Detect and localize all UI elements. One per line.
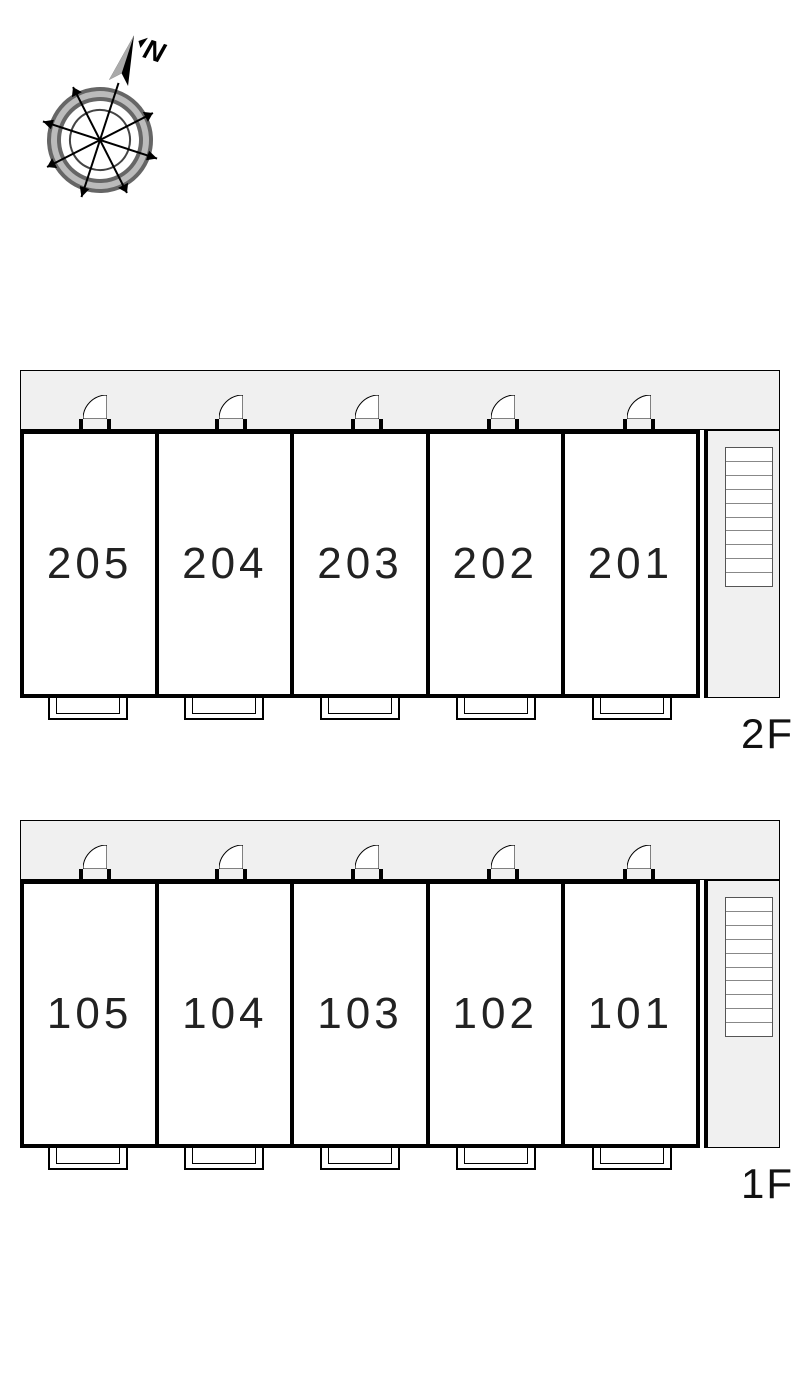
balcony-icon [48, 1148, 128, 1170]
door-icon [215, 389, 271, 429]
floor-label-1f: 1F [741, 1160, 794, 1208]
stair-treads-icon [725, 447, 773, 587]
stairs-2f [704, 430, 780, 698]
stair-tread [726, 504, 772, 518]
floor-label-2f: 2F [741, 710, 794, 758]
floorplan-canvas: N 205 204 203 202 201 2F 105 104 103 102… [0, 0, 800, 1373]
balcony-icon [456, 698, 536, 720]
floor-2f: 205 204 203 202 201 [20, 370, 780, 726]
stair-tread [726, 518, 772, 532]
balcony-icon [48, 698, 128, 720]
compass-north-label: N [140, 33, 170, 69]
room-label: 203 [317, 539, 402, 589]
corridor-2f [20, 370, 780, 430]
room-201: 201 [565, 434, 696, 694]
door-icon [79, 389, 135, 429]
balconies-1f [20, 1148, 700, 1176]
balcony-icon [184, 1148, 264, 1170]
stair-treads-icon [725, 897, 773, 1037]
door-icon [351, 389, 407, 429]
room-label: 201 [588, 539, 673, 589]
room-202: 202 [430, 434, 565, 694]
stair-tread [726, 1023, 772, 1036]
balcony-icon [320, 698, 400, 720]
stair-tread [726, 448, 772, 462]
room-label: 205 [47, 539, 132, 589]
door-icon [623, 389, 679, 429]
stair-tread [726, 981, 772, 995]
stair-tread [726, 898, 772, 912]
stair-tread [726, 968, 772, 982]
room-204: 204 [159, 434, 294, 694]
stair-tread [726, 545, 772, 559]
balcony-icon [320, 1148, 400, 1170]
room-203: 203 [294, 434, 429, 694]
room-label: 202 [453, 539, 538, 589]
stair-tread [726, 462, 772, 476]
door-icon [79, 839, 135, 879]
room-label: 101 [588, 989, 673, 1039]
stair-tread [726, 1009, 772, 1023]
stair-tread [726, 573, 772, 586]
room-label: 104 [182, 989, 267, 1039]
stairs-1f [704, 880, 780, 1148]
stair-tread [726, 559, 772, 573]
room-104: 104 [159, 884, 294, 1144]
stair-tread [726, 531, 772, 545]
compass-icon: N [20, 20, 180, 220]
stair-tread [726, 954, 772, 968]
stair-tread [726, 940, 772, 954]
stair-tread [726, 926, 772, 940]
stair-tread [726, 995, 772, 1009]
door-icon [487, 389, 543, 429]
room-102: 102 [430, 884, 565, 1144]
balconies-2f [20, 698, 700, 726]
stair-tread [726, 490, 772, 504]
balcony-icon [456, 1148, 536, 1170]
balcony-icon [592, 1148, 672, 1170]
stair-tread [726, 476, 772, 490]
room-205: 205 [24, 434, 159, 694]
rooms-row-1f: 105 104 103 102 101 [20, 880, 700, 1148]
room-105: 105 [24, 884, 159, 1144]
room-103: 103 [294, 884, 429, 1144]
room-label: 105 [47, 989, 132, 1039]
room-101: 101 [565, 884, 696, 1144]
room-label: 204 [182, 539, 267, 589]
balcony-icon [184, 698, 264, 720]
door-icon [487, 839, 543, 879]
door-icon [623, 839, 679, 879]
corridor-1f [20, 820, 780, 880]
door-icon [215, 839, 271, 879]
stair-tread [726, 912, 772, 926]
door-icon [351, 839, 407, 879]
floor-1f: 105 104 103 102 101 [20, 820, 780, 1176]
balcony-icon [592, 698, 672, 720]
room-label: 102 [453, 989, 538, 1039]
rooms-row-2f: 205 204 203 202 201 [20, 430, 700, 698]
room-label: 103 [317, 989, 402, 1039]
